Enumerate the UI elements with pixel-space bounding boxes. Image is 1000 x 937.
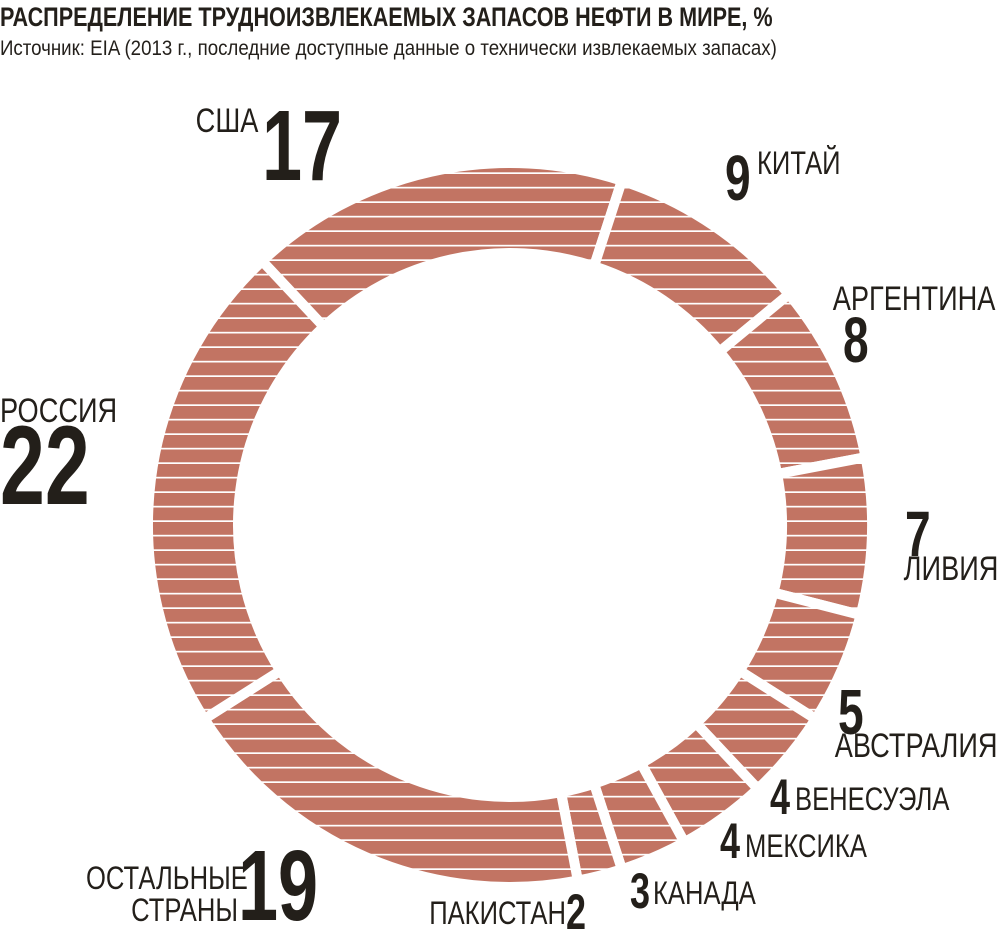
value-label: 7	[905, 498, 931, 570]
segment-label: США	[195, 102, 258, 140]
segment-label: АРГЕНТИНА	[832, 280, 995, 318]
value-label: 19	[238, 830, 319, 937]
segment-label: ЛИВИЯ	[903, 550, 998, 588]
segment-label: ОСТАЛЬНЫЕ СТРАНЫ	[86, 860, 248, 928]
segment-label: ПАКИСТАН	[429, 895, 566, 931]
value-label: 2	[566, 884, 587, 937]
value-label: 4	[720, 813, 741, 869]
value-label: 17	[262, 90, 343, 202]
segment-label: КАНАДА	[653, 875, 756, 911]
segment-label: МЕКСИКА	[745, 828, 867, 864]
chart-subtitle: Источник: EIA (2013 г., последние доступ…	[0, 37, 777, 60]
value-label: 5	[838, 676, 864, 748]
value-label: 4	[770, 769, 791, 825]
segment-label: АВСТРАЛИЯ	[835, 727, 998, 765]
value-label: 9	[725, 142, 751, 214]
donut-segment	[143, 254, 331, 726]
value-label: 8	[843, 304, 869, 376]
value-label: 3	[630, 863, 651, 919]
segment-label: РОССИЯ	[0, 392, 118, 430]
segment-label: КИТАЙ	[757, 145, 841, 181]
value-label: 22	[0, 403, 90, 528]
segment-label: ВЕНЕСУЭЛА	[795, 781, 950, 817]
chart-title: РАСПРЕДЕЛЕНИЕ ТРУДНОИЗВЛЕКАЕМЫХ ЗАПАСОВ …	[0, 2, 773, 32]
